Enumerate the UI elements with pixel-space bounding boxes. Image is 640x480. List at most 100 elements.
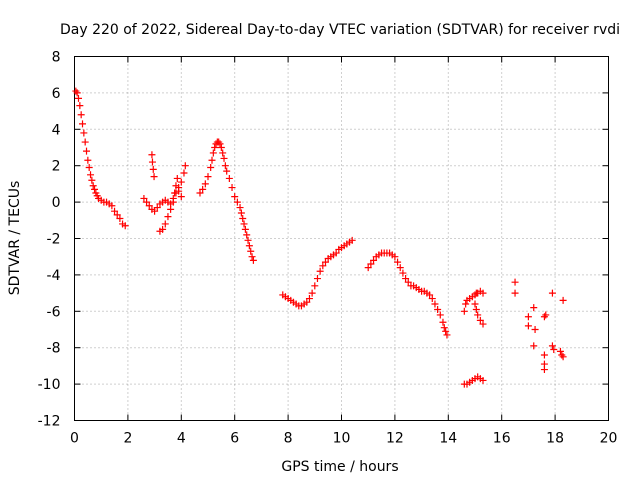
data-point-plus xyxy=(148,151,156,159)
data-point-plus xyxy=(542,311,550,319)
data-point-plus xyxy=(240,220,248,228)
data-point-plus xyxy=(241,225,249,233)
data-point-plus xyxy=(303,298,311,306)
data-point-plus xyxy=(394,258,402,266)
data-point-plus xyxy=(243,231,251,239)
data-point-plus xyxy=(221,162,229,170)
data-point-plus xyxy=(559,296,567,304)
data-point-plus xyxy=(248,253,256,261)
data-point-plus xyxy=(511,278,519,286)
data-point-plus xyxy=(443,331,451,339)
data-point-plus xyxy=(531,326,539,333)
data-point-plus xyxy=(231,193,239,201)
data-point-plus xyxy=(332,249,340,257)
data-point-plus xyxy=(550,346,558,354)
data-point-plus xyxy=(77,111,85,119)
data-point-plus xyxy=(177,178,185,186)
data-point-plus xyxy=(474,311,482,319)
data-point-plus xyxy=(476,316,484,324)
series-segment-5 xyxy=(279,236,356,310)
data-point-plus xyxy=(80,129,88,137)
x-tick-label: 6 xyxy=(230,431,239,447)
data-point-plus xyxy=(121,222,129,230)
data-point-plus xyxy=(143,198,151,206)
data-point-plus xyxy=(208,156,216,164)
data-point-plus xyxy=(180,169,188,177)
data-point-plus xyxy=(237,209,245,217)
data-point-plus xyxy=(548,342,556,350)
x-tick-label: 20 xyxy=(600,431,618,447)
data-point-plus xyxy=(89,182,97,190)
data-point-plus xyxy=(321,258,329,266)
data-point-plus xyxy=(201,180,209,188)
data-point-plus xyxy=(150,173,158,181)
y-tick-label: -6 xyxy=(47,304,61,320)
data-point-plus xyxy=(439,318,447,326)
data-point-plus xyxy=(558,351,566,359)
data-points xyxy=(72,87,567,388)
data-point-plus xyxy=(236,204,244,212)
data-point-plus xyxy=(88,176,96,184)
data-point-plus xyxy=(364,264,372,272)
data-point-plus xyxy=(228,184,236,192)
x-tick-label: 2 xyxy=(123,431,132,447)
series-segment-4 xyxy=(196,138,257,264)
data-point-plus xyxy=(431,300,439,308)
data-point-plus xyxy=(219,149,227,157)
series-segment-8 xyxy=(460,373,487,388)
data-point-plus xyxy=(399,269,407,277)
y-tick-label: 0 xyxy=(52,195,61,211)
y-tick-label: 6 xyxy=(52,86,61,102)
data-point-plus xyxy=(428,295,436,303)
data-point-plus xyxy=(440,324,448,332)
y-tick-label: -8 xyxy=(47,341,61,357)
data-point-plus xyxy=(511,289,519,297)
data-point-plus xyxy=(316,267,324,275)
data-point-plus xyxy=(524,313,532,321)
data-point-plus xyxy=(211,144,219,151)
axis-ticks xyxy=(74,56,609,421)
data-point-plus xyxy=(462,300,470,308)
data-point-plus xyxy=(404,278,412,286)
data-point-plus xyxy=(556,347,564,355)
series-segment-6 xyxy=(364,249,451,339)
data-point-plus xyxy=(402,275,410,283)
data-point-plus xyxy=(479,289,487,297)
data-point-plus xyxy=(396,264,404,272)
data-point-plus xyxy=(239,214,247,222)
data-point-plus xyxy=(479,376,487,384)
data-point-plus xyxy=(348,236,356,244)
data-point-plus xyxy=(436,311,444,319)
series-segment-7 xyxy=(460,287,487,328)
data-point-plus xyxy=(161,220,169,228)
data-point-plus xyxy=(442,327,450,335)
data-point-plus xyxy=(540,366,548,374)
data-point-plus xyxy=(247,247,255,255)
data-point-plus xyxy=(524,322,532,330)
data-point-plus xyxy=(217,144,225,151)
series-segment-9 xyxy=(511,278,567,374)
data-point-plus xyxy=(223,167,231,175)
data-point-plus xyxy=(204,173,212,181)
x-axis-label: GPS time / hours xyxy=(281,459,398,475)
data-point-plus xyxy=(85,164,93,172)
x-tick-label: 10 xyxy=(333,431,351,447)
data-point-plus xyxy=(311,282,319,290)
data-point-plus xyxy=(471,300,479,308)
data-point-plus xyxy=(111,207,119,215)
data-point-plus xyxy=(245,242,253,250)
x-tick-label: 16 xyxy=(493,431,511,447)
data-point-plus xyxy=(91,185,99,193)
data-point-plus xyxy=(83,147,91,155)
data-point-plus xyxy=(73,89,81,97)
data-point-plus xyxy=(140,194,148,202)
y-tick-label: -10 xyxy=(38,377,61,393)
data-point-plus xyxy=(167,205,175,213)
data-point-plus xyxy=(177,193,185,201)
y-tick-label: -2 xyxy=(47,232,61,248)
data-point-plus xyxy=(196,189,204,197)
data-point-plus xyxy=(159,225,167,233)
data-point-plus xyxy=(207,164,215,172)
y-tick-label: -12 xyxy=(38,414,61,430)
